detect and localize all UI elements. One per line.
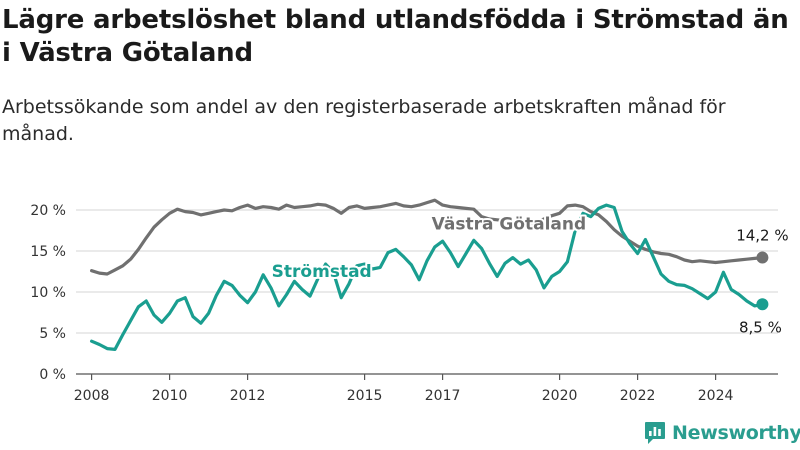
y-tick-label: 15 % — [30, 244, 66, 260]
y-tick-label: 10 % — [30, 285, 66, 301]
end-value-label: 14,2 % — [736, 227, 788, 245]
series-label-stromstad: Strömstad — [272, 262, 372, 282]
brand-name: Newsworthy — [672, 422, 800, 444]
end-value-label: 8,5 % — [739, 318, 782, 336]
y-tick-label: 0 % — [39, 367, 66, 383]
chart-title: Lägre arbetslöshet bland utlandsfödda i … — [2, 5, 789, 68]
x-tick-label: 2015 — [347, 388, 383, 404]
y-tick-label: 5 % — [39, 326, 66, 342]
series-labels: Västra Götaland Strömstad 14,2 % 8,5 % — [270, 213, 789, 337]
chart-subtitle: Arbetssökande som andel av den registerb… — [2, 96, 726, 145]
newsworthy-logo-icon — [645, 422, 665, 444]
gridlines — [76, 209, 778, 334]
series-label-vastra-gotaland: Västra Götaland — [432, 215, 587, 235]
y-axis-ticks: 0 % 5 % 10 % 15 % 20 % — [30, 203, 66, 383]
x-tick-label: 2017 — [425, 388, 461, 404]
x-tick-label: 2020 — [542, 388, 578, 404]
x-tick-label: 2012 — [230, 388, 266, 404]
newsworthy-brand: Newsworthy — [644, 420, 800, 446]
x-tick-label: 2010 — [152, 388, 188, 404]
x-tick-label: 2022 — [620, 388, 656, 404]
x-axis: 2008 2010 2012 2015 2017 2020 2022 2024 — [74, 373, 778, 404]
line-stromstad — [90, 203, 764, 351]
x-tick-label: 2024 — [698, 388, 734, 404]
x-tick-label: 2008 — [74, 388, 110, 404]
end-point-vastra-gotaland — [756, 251, 769, 264]
y-tick-label: 20 % — [30, 203, 66, 219]
end-point-stromstad — [756, 298, 769, 311]
series-lines — [90, 198, 769, 351]
